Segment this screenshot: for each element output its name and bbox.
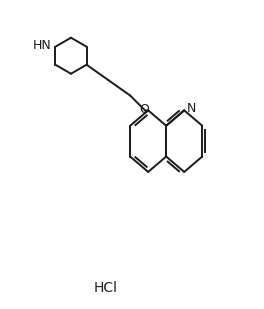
Text: HCl: HCl: [94, 281, 118, 295]
Text: HN: HN: [33, 39, 52, 52]
Text: O: O: [139, 103, 149, 116]
Text: N: N: [187, 102, 196, 115]
